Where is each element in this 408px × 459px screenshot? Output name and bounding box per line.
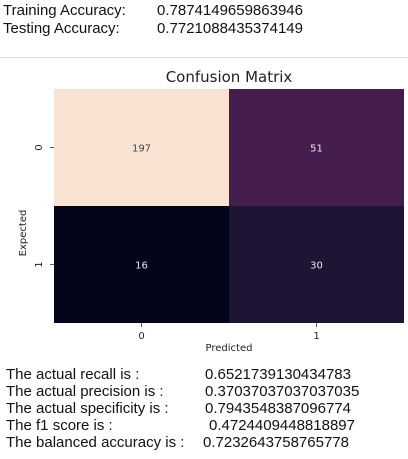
cell-value-label: 16 <box>135 261 148 272</box>
metric-label: The f1 score is : <box>6 417 113 434</box>
cell-value-label: 51 <box>310 144 323 155</box>
confusion-matrix-chart: Confusion Matrix 197 51 16 30 0 1 0 1 Predicte… <box>18 68 404 354</box>
metric-value: 0.7943548387096774 <box>205 400 351 417</box>
metric-value: 0.7232643758765778 <box>203 434 349 451</box>
y-tick-label: 1 <box>34 261 45 267</box>
testing-accuracy-label: Testing Accuracy: <box>3 20 120 37</box>
training-accuracy-value: 0.7874149659863946 <box>157 2 303 19</box>
heatmap-cell <box>54 89 229 206</box>
metric-label: The actual recall is : <box>6 366 140 383</box>
metric-value: 0.37037037037037035 <box>205 383 360 400</box>
cell-value-label: 197 <box>132 144 151 155</box>
divider <box>0 57 408 58</box>
x-tick-label: 1 <box>313 331 319 342</box>
metric-value: 0.6521739130434783 <box>205 366 351 383</box>
testing-accuracy-value: 0.7721088435374149 <box>157 20 303 37</box>
training-accuracy-label: Training Accuracy: <box>3 2 126 19</box>
y-axis-label: Expected <box>18 210 29 257</box>
metric-label: The actual precision is : <box>6 383 164 400</box>
x-axis-label: Predicted <box>206 343 253 354</box>
heatmap-cell <box>229 206 404 323</box>
x-tick-label: 0 <box>138 331 144 342</box>
heatmap-cell <box>54 206 229 323</box>
metric-value: 0.4724409448818897 <box>209 417 355 434</box>
metric-label: The actual specificity is : <box>6 400 169 417</box>
metric-label: The balanced accuracy is : <box>6 434 185 451</box>
y-tick-label: 0 <box>34 144 45 150</box>
cell-value-label: 30 <box>310 261 323 272</box>
heatmap-cell <box>229 89 404 206</box>
chart-title: Confusion Matrix <box>166 68 293 86</box>
